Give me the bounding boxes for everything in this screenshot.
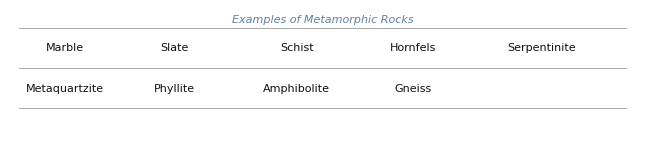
Text: Examples of Metamorphic Rocks: Examples of Metamorphic Rocks <box>232 15 413 25</box>
Text: Hornfels: Hornfels <box>390 43 436 53</box>
Text: Marble: Marble <box>45 43 84 53</box>
Text: Phyllite: Phyllite <box>154 84 195 94</box>
Text: Metaquartzite: Metaquartzite <box>25 84 104 94</box>
Text: Gneiss: Gneiss <box>394 84 432 94</box>
Text: Amphibolite: Amphibolite <box>263 84 330 94</box>
Text: Schist: Schist <box>280 43 313 53</box>
Text: Serpentinite: Serpentinite <box>508 43 576 53</box>
Text: Slate: Slate <box>160 43 188 53</box>
